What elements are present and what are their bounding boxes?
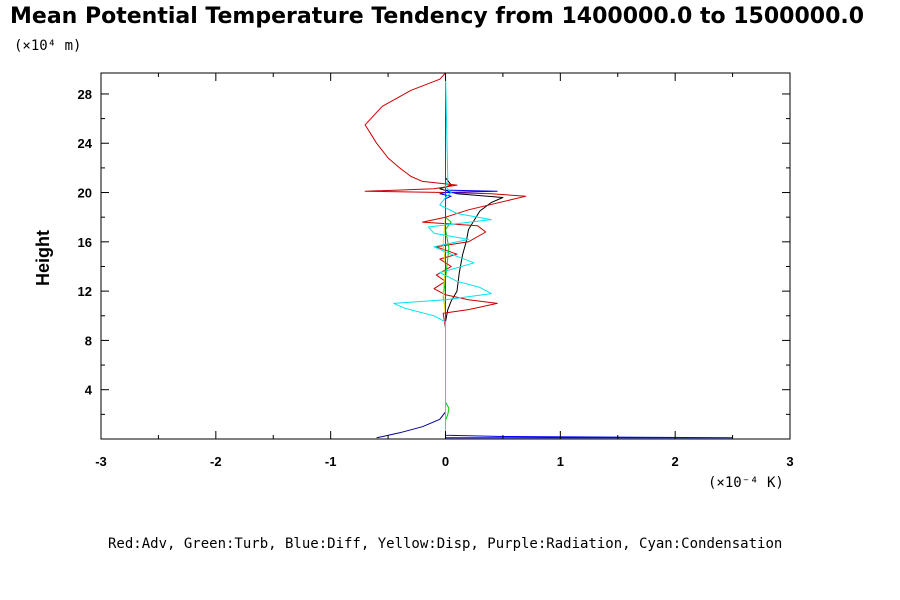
series-layer	[364, 73, 734, 439]
series-line-7	[393, 73, 492, 438]
y-tick-label: 4	[85, 383, 93, 398]
legend-text: Red:Adv, Green:Turb, Blue:Diff, Yellow:D…	[108, 536, 782, 552]
series-line-3	[376, 73, 446, 439]
x-tick-label: 0	[442, 454, 449, 469]
y-unit-label: (×10⁴ m)	[14, 38, 81, 54]
y-tick-label: 28	[78, 87, 92, 102]
x-unit-label: (×10⁻⁴ K)	[708, 475, 784, 491]
series-line-1	[364, 73, 527, 438]
x-tick-label: -2	[210, 454, 222, 469]
series-line-4	[439, 73, 734, 439]
y-tick-label: 24	[78, 136, 93, 151]
x-tick-label: 2	[672, 454, 679, 469]
x-tick-label: 3	[786, 454, 793, 469]
y-tick-label: 20	[78, 186, 92, 201]
x-tick-label: -3	[95, 454, 107, 469]
y-tick-label: 12	[78, 284, 92, 299]
x-tick-label: -1	[325, 454, 337, 469]
series-line-2	[442, 73, 452, 438]
y-tick-label: 16	[78, 235, 92, 250]
chart-title: Mean Potential Temperature Tendency from…	[10, 4, 864, 29]
series-line-0	[439, 73, 504, 438]
y-axis-label: Height	[33, 230, 53, 286]
x-tick-label: 1	[557, 454, 564, 469]
y-tick-label: 8	[85, 333, 92, 348]
